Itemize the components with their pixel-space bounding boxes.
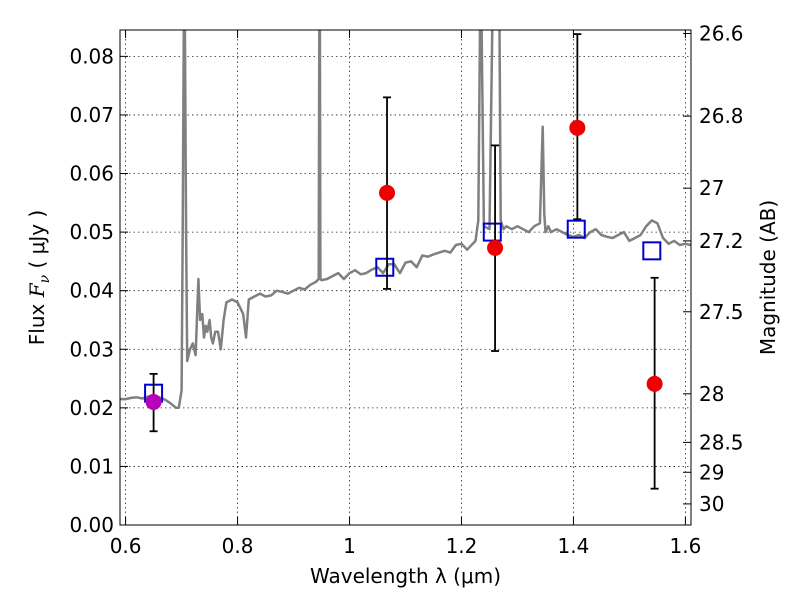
y2-tick-label: 29 bbox=[699, 460, 724, 484]
x-axis-title: Wavelength λ (μm) bbox=[310, 564, 501, 588]
y-axis-title-symbol: F bbox=[25, 282, 49, 298]
y-axis-title-suffix: ( μJy ) bbox=[25, 210, 49, 275]
observed-point bbox=[646, 375, 663, 392]
grid-lines bbox=[120, 30, 691, 526]
y-tick-label: 0.01 bbox=[69, 454, 114, 478]
model-point bbox=[375, 257, 395, 277]
model-point bbox=[566, 219, 586, 239]
y-tick-label: 0.00 bbox=[69, 513, 114, 537]
spectrum-line bbox=[120, 30, 691, 410]
y2-tick-label: 30 bbox=[699, 492, 724, 516]
marker-layer bbox=[144, 33, 663, 490]
x-tick-label: 1.4 bbox=[558, 534, 590, 558]
y-tick-label: 0.08 bbox=[69, 44, 114, 68]
y2-tick-label: 28.5 bbox=[699, 430, 744, 454]
tick-layer: 0.6 0.8 1 1.2 1.4 1.6 0.00 0.01 0.02 0.03 0.04 0.05… bbox=[69, 22, 743, 558]
x-tick-label: 1.2 bbox=[446, 534, 478, 558]
y2-tick-label: 26.8 bbox=[699, 104, 744, 128]
y-tick-label: 0.02 bbox=[69, 396, 114, 420]
y-axis-title-subscript: ν bbox=[37, 274, 53, 283]
y-tick-label: 0.04 bbox=[69, 279, 114, 303]
y-axis-title: Flux Fν ( μJy ) bbox=[25, 210, 53, 345]
y2-tick-label: 27.2 bbox=[699, 229, 744, 253]
y2-tick-label: 26.6 bbox=[699, 22, 744, 46]
y-axis-title-prefix: Flux bbox=[25, 297, 49, 345]
x-tick-label: 0.6 bbox=[110, 534, 142, 558]
observed-point bbox=[379, 184, 396, 201]
plot-frame bbox=[119, 29, 692, 526]
x-tick-label: 1 bbox=[343, 534, 356, 558]
y2-tick-label: 27 bbox=[699, 176, 724, 200]
series-layer bbox=[120, 30, 691, 410]
x-tick-label: 1.6 bbox=[669, 534, 701, 558]
y-tick-label: 0.03 bbox=[69, 337, 114, 361]
observed-point bbox=[487, 239, 504, 256]
y2-tick-label: 27.5 bbox=[699, 300, 744, 324]
model-point bbox=[642, 241, 662, 261]
y2-tick-label: 28 bbox=[699, 382, 724, 406]
observed-point bbox=[569, 119, 586, 136]
y-tick-label: 0.06 bbox=[69, 162, 114, 186]
y2-axis-title: Magnitude (AB) bbox=[756, 200, 780, 355]
observed-point bbox=[145, 393, 162, 410]
y-tick-label: 0.07 bbox=[69, 103, 114, 127]
x-tick-label: 0.8 bbox=[222, 534, 254, 558]
y-tick-label: 0.05 bbox=[69, 220, 114, 244]
